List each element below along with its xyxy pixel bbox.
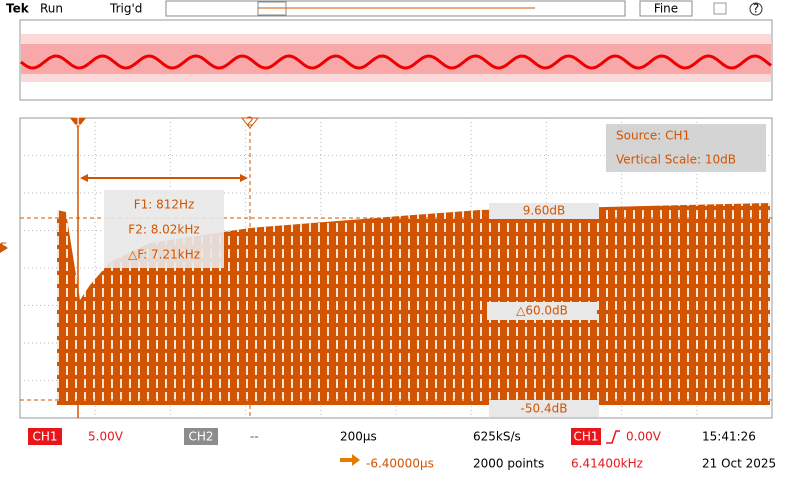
ch2: CH2 [188, 430, 213, 444]
resolution-button[interactable] [639, 0, 693, 17]
ch2-badge[interactable] [184, 428, 218, 445]
help-icon[interactable] [749, 2, 763, 16]
source: Source: CH1 [616, 129, 690, 143]
overview-band [21, 44, 771, 74]
brand: Tek [6, 2, 30, 16]
time: 15:41:26 [702, 430, 756, 444]
cursor-2-label: 2 [246, 115, 254, 129]
record-length: 2000 points [473, 457, 544, 471]
export-icon[interactable] [713, 2, 727, 15]
arrow-head [80, 174, 88, 182]
waveform-texture [57, 203, 770, 405]
f1: F1: 812Hz [134, 198, 195, 212]
freq-box [104, 190, 224, 268]
sample-rate: 625kS/s [473, 430, 521, 444]
level-box [487, 302, 597, 320]
cursor-1-label: 1 [74, 115, 82, 129]
ch1: CH1 [32, 430, 57, 444]
delta-level: △60.0dB [516, 304, 568, 318]
trigger-source: CH1 [573, 430, 598, 444]
f-marker-arrow [0, 243, 8, 253]
position-icon [340, 454, 360, 466]
view-bracket [257, 1, 287, 16]
run-state[interactable]: Run [40, 2, 63, 16]
level-box [489, 203, 599, 219]
help-glyph: ? [753, 2, 759, 16]
resolution-label: Fine [654, 2, 678, 16]
trigger-source-badge[interactable] [571, 428, 601, 445]
overview-wave [20, 54, 772, 70]
f2: F2: 8.02kHz [128, 223, 199, 237]
level-bottom: -50.4dB [521, 402, 568, 416]
level-box [489, 400, 599, 417]
level-top: 9.60dB [523, 204, 566, 218]
ch2-scale: -- [250, 430, 259, 444]
date: 21 Oct 2025 [702, 457, 776, 471]
position: -6.40000µs [366, 457, 434, 471]
delta-f: △F: 7.21kHz [128, 248, 200, 262]
vertical-scale: Vertical Scale: 10dB [616, 153, 736, 167]
frequency: 6.41400kHz [571, 457, 643, 471]
f-marker: F [0, 241, 7, 255]
time-scale: 200µs [340, 430, 377, 444]
trigger-state: Trig'd [109, 2, 142, 16]
ch1-badge[interactable] [28, 428, 62, 445]
cursor-2-handle[interactable] [240, 117, 260, 129]
source-box [606, 124, 766, 172]
cursor-1-handle[interactable] [70, 118, 86, 128]
trigger-slope [606, 430, 620, 444]
ch1-scale: 5.00V [88, 430, 124, 444]
trigger-level: 0.00V [626, 430, 662, 444]
arrow-head [240, 174, 248, 182]
